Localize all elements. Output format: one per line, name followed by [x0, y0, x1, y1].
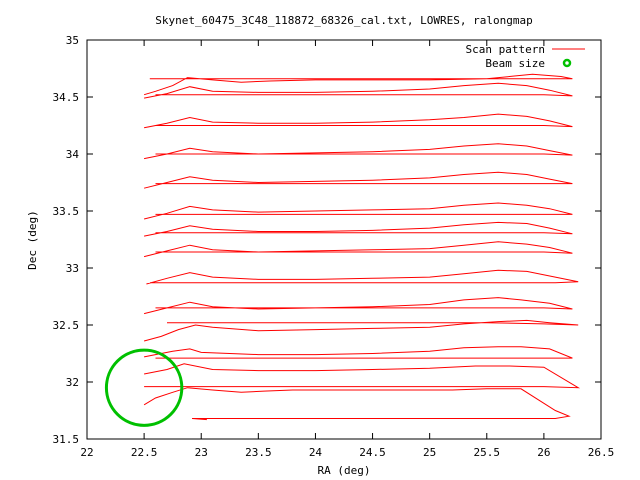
y-tick-label: 33.5: [53, 205, 80, 218]
chart-title: Skynet_60475_3C48_118872_68326_cal.txt, …: [155, 14, 533, 27]
legend: Scan pattern Beam size: [466, 43, 585, 70]
axis-ticks: 22 22.5 23 23.5 24 24.5 25 25.5 26 26.5 31.5 32 32.5…: [53, 34, 615, 459]
x-axis-label: RA (deg): [318, 464, 371, 477]
beam-layer: [104, 348, 184, 427]
scan-series-4: [143, 319, 579, 342]
scan-series-10: [143, 171, 573, 189]
scan-series-13: [144, 82, 573, 99]
scan-series-11: [144, 143, 573, 160]
y-tick-label: 31.5: [53, 433, 80, 446]
scan-series-12: [144, 113, 573, 129]
legend-label-scan-pattern: Scan pattern: [466, 43, 545, 56]
scan-series-5: [143, 297, 573, 315]
y-tick-label: 35: [66, 34, 79, 47]
scan-series-8: [144, 221, 573, 237]
x-tick-label: 22.5: [131, 446, 158, 459]
scan-series-6: [146, 269, 579, 285]
x-tick-label: 24: [309, 446, 323, 459]
legend-label-beam-size: Beam size: [485, 57, 545, 70]
x-tick-label: 23: [195, 446, 208, 459]
scan-series-7: [143, 241, 573, 258]
y-tick-label: 32: [66, 376, 79, 389]
x-tick-label: 26.5: [588, 446, 615, 459]
x-tick-label: 25: [423, 446, 436, 459]
scan-series: [143, 73, 581, 421]
y-tick-label: 33: [66, 262, 79, 275]
x-tick-label: 25.5: [474, 446, 501, 459]
y-axis-label: Dec (deg): [26, 210, 39, 270]
scan-series-9: [143, 202, 573, 220]
x-tick-label: 22: [80, 446, 93, 459]
x-tick-label: 26: [537, 446, 550, 459]
scan-series-14: [143, 73, 573, 96]
x-tick-label: 24.5: [359, 446, 386, 459]
beam-size-circle: [104, 348, 184, 427]
scan-series-1: [143, 387, 571, 419]
plot-frame: [86, 39, 602, 440]
y-tick-label: 34: [66, 148, 80, 161]
scan-series-2: [144, 363, 581, 389]
x-tick-label: 23.5: [245, 446, 272, 459]
y-tick-label: 34.5: [53, 91, 80, 104]
scan-series-3: [144, 346, 573, 359]
y-tick-label: 32.5: [53, 319, 80, 332]
legend-swatch-beam-size: [562, 58, 572, 68]
